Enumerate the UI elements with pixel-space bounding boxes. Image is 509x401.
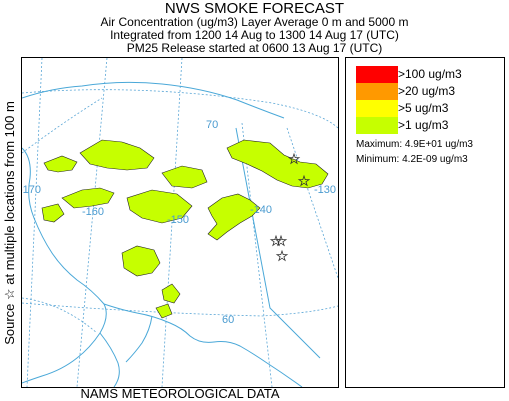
legend-item-20: >20 ug/m3 — [356, 83, 501, 100]
legend-label-100: >100 ug/m3 — [398, 67, 462, 81]
coastline-north — [22, 81, 285, 119]
grid-label-140: -140 — [250, 204, 272, 216]
graticule — [22, 58, 338, 387]
grid-label-60: 60 — [222, 314, 234, 326]
border-line — [235, 127, 321, 359]
longitude-line-160 — [76, 58, 108, 387]
legend-panel: >100 ug/m3 >20 ug/m3 >5 ug/m3 >1 ug/m3 M… — [345, 57, 505, 388]
grid-label-160: -160 — [82, 206, 104, 218]
source-star-5 — [275, 249, 289, 262]
integration-period: Integrated from 1200 14 Aug to 1300 14 A… — [110, 28, 399, 42]
legend-minimum: Minimum: 4.2E-09 ug/m3 — [356, 154, 468, 165]
latitude-line-60 — [22, 302, 338, 317]
grid-label-130: -130 — [314, 184, 336, 196]
plume-region-northwest — [43, 155, 78, 173]
grid-label-150: -150 — [167, 214, 189, 226]
forecast-title: NWS SMOKE FORECAST — [164, 0, 345, 17]
map-canvas: 70 -170 -160 -150 -140 -130 60 — [22, 58, 338, 387]
plume-region-east — [226, 139, 329, 189]
arc-line-sw — [22, 297, 98, 334]
concentration-subtitle: Air Concentration (ug/m3) Layer Average … — [100, 15, 409, 29]
legend-item-100: >100 ug/m3 — [356, 66, 501, 83]
plume-region-south-3 — [155, 303, 173, 319]
source-star-1 — [287, 152, 301, 165]
legend-label-5: >5 ug/m3 — [398, 101, 449, 115]
source-markers — [269, 152, 311, 262]
legend-swatch-5 — [356, 100, 398, 117]
plume-region-south-2 — [161, 283, 181, 304]
legend-item-1: >1 ug/m3 — [356, 117, 501, 134]
source-star-4 — [274, 234, 288, 247]
kenai-peninsula — [125, 315, 153, 363]
source-label-text: Source ☆ at multiple locations from 100 … — [1, 100, 17, 345]
footer-meteorological-data: NAMS METEOROLOGICAL DATA — [80, 386, 280, 401]
map-panel: 70 -170 -160 -150 -140 -130 60 — [21, 57, 339, 388]
legend-swatch-20 — [356, 83, 398, 100]
legend-item-5: >5 ug/m3 — [356, 100, 501, 117]
plume-region-mid-1 — [126, 189, 193, 224]
coastline-south — [103, 303, 303, 387]
legend-label-20: >20 ug/m3 — [398, 84, 456, 98]
grid-label-170: -170 — [22, 184, 41, 196]
grid-label-70: 70 — [206, 119, 218, 131]
arc-line-nw — [22, 97, 103, 154]
longitude-line-140 — [241, 122, 273, 387]
legend-maximum: Maximum: 4.9E+01 ug/m3 — [356, 139, 473, 150]
longitude-line-170 — [26, 58, 43, 387]
longitude-line-130 — [286, 127, 338, 279]
plume-region-central — [207, 193, 261, 241]
source-side-label: Source ☆ at multiple locations from 100 … — [0, 57, 19, 388]
legend-swatch-1 — [356, 117, 398, 134]
smoke-plume — [41, 139, 329, 319]
aleutian-chain — [99, 332, 120, 387]
source-star-2 — [297, 174, 311, 187]
longitude-line-150 — [161, 58, 183, 387]
plume-region-north — [79, 139, 155, 171]
coastline-west — [22, 147, 107, 384]
legend-label-1: >1 ug/m3 — [398, 118, 449, 132]
plume-region-mid-2 — [161, 165, 208, 189]
coastline — [22, 81, 303, 387]
plume-region-west-1 — [61, 187, 115, 209]
release-time: PM25 Release started at 0600 13 Aug 17 (… — [126, 41, 383, 55]
legend-swatch-100 — [356, 66, 398, 83]
plume-region-south-1 — [121, 245, 161, 277]
plume-region-west-2 — [41, 203, 65, 223]
